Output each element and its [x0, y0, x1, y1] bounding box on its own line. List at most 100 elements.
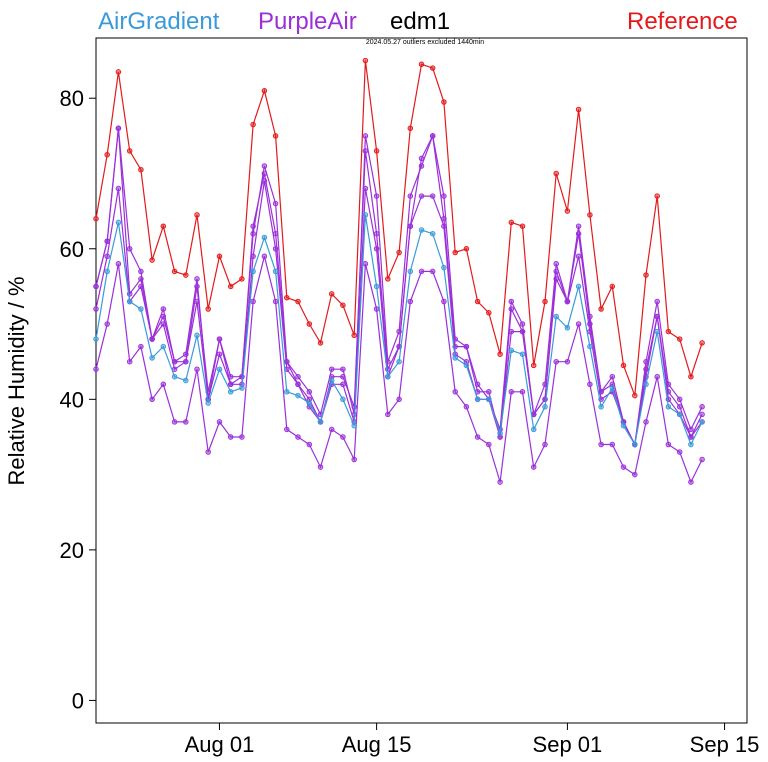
data-point [699, 340, 705, 346]
data-point [699, 404, 705, 410]
data-point [497, 430, 503, 436]
data-point [328, 366, 335, 372]
data-point [160, 223, 167, 229]
data-point [227, 389, 234, 395]
data-point [598, 404, 604, 410]
data-point [216, 366, 223, 372]
data-point [486, 389, 492, 395]
data-point [261, 234, 268, 241]
data-point [250, 298, 256, 305]
data-point [138, 306, 144, 312]
data-point [609, 283, 616, 290]
data-point [351, 332, 357, 339]
data-point [340, 434, 346, 440]
data-point [93, 366, 99, 372]
data-point [665, 328, 672, 335]
data-point [284, 426, 290, 433]
plot-area [95, 37, 748, 724]
legend-reference: Reference [627, 8, 738, 35]
data-point [665, 441, 672, 448]
data-point [441, 99, 447, 105]
data-point [553, 313, 559, 320]
data-point [272, 268, 279, 275]
x-tick-label: Aug 15 [342, 732, 412, 757]
data-point [351, 422, 357, 429]
data-point [654, 298, 660, 305]
data-point [519, 328, 526, 335]
data-point [643, 272, 649, 278]
y-tick-label: 80 [60, 86, 84, 111]
data-point [272, 230, 279, 237]
data-point [373, 148, 380, 154]
data-point [452, 389, 458, 395]
data-point [542, 441, 548, 448]
data-point [688, 479, 694, 485]
data-point [463, 246, 470, 252]
data-point [328, 426, 335, 433]
data-point [160, 343, 167, 350]
series-purpleair-4 [93, 253, 705, 485]
axis-layer: 0 20 40 60 80 Aug 01 Aug 15 Sep 01 Sep 15 [60, 86, 760, 757]
data-point [429, 133, 436, 139]
data-point [239, 385, 245, 391]
data-point [171, 268, 178, 275]
data-point [542, 298, 548, 305]
data-point [508, 389, 515, 395]
data-point [138, 343, 144, 350]
data-point [564, 208, 571, 214]
data-point [115, 185, 122, 192]
data-point [194, 212, 200, 218]
data-point [643, 381, 649, 388]
y-tick-label: 0 [72, 688, 84, 713]
data-point [385, 373, 391, 380]
data-point [194, 298, 200, 305]
data-point [407, 125, 414, 132]
data-point [508, 306, 515, 312]
data-point [362, 148, 369, 154]
data-point [463, 362, 470, 369]
data-point [373, 230, 380, 237]
data-point [418, 268, 425, 275]
data-point [575, 253, 582, 260]
data-point [138, 276, 144, 282]
data-point [362, 57, 369, 64]
data-point [340, 396, 346, 403]
data-point [553, 276, 559, 282]
data-point [486, 441, 492, 448]
data-point [688, 441, 694, 448]
data-point [216, 253, 223, 260]
data-point [149, 396, 155, 403]
data-point [620, 464, 627, 470]
data-point [295, 298, 301, 305]
data-point [115, 261, 122, 267]
data-point [609, 385, 616, 391]
data-point [104, 238, 110, 244]
data-point [340, 366, 346, 372]
data-point [126, 298, 133, 305]
data-point [104, 151, 110, 158]
data-point [418, 193, 425, 199]
data-point [474, 298, 481, 305]
data-point [284, 389, 290, 395]
data-point [688, 373, 694, 380]
legend-purpleair: PurpleAir [258, 8, 357, 35]
data-point [93, 215, 99, 222]
data-point [93, 283, 99, 290]
data-point [160, 313, 167, 320]
data-point [295, 434, 301, 440]
data-point [407, 298, 414, 305]
data-point [508, 219, 515, 226]
data-point [104, 253, 110, 260]
x-tick-label: Sep 15 [690, 732, 760, 757]
data-point [665, 404, 672, 410]
data-point [530, 362, 537, 369]
data-point [126, 246, 133, 252]
data-point [497, 479, 503, 485]
data-point [171, 419, 178, 425]
data-point [587, 212, 593, 218]
data-point [183, 377, 189, 384]
data-point [632, 471, 638, 478]
data-point [620, 422, 627, 429]
data-point [328, 377, 335, 384]
data-point [183, 272, 189, 278]
